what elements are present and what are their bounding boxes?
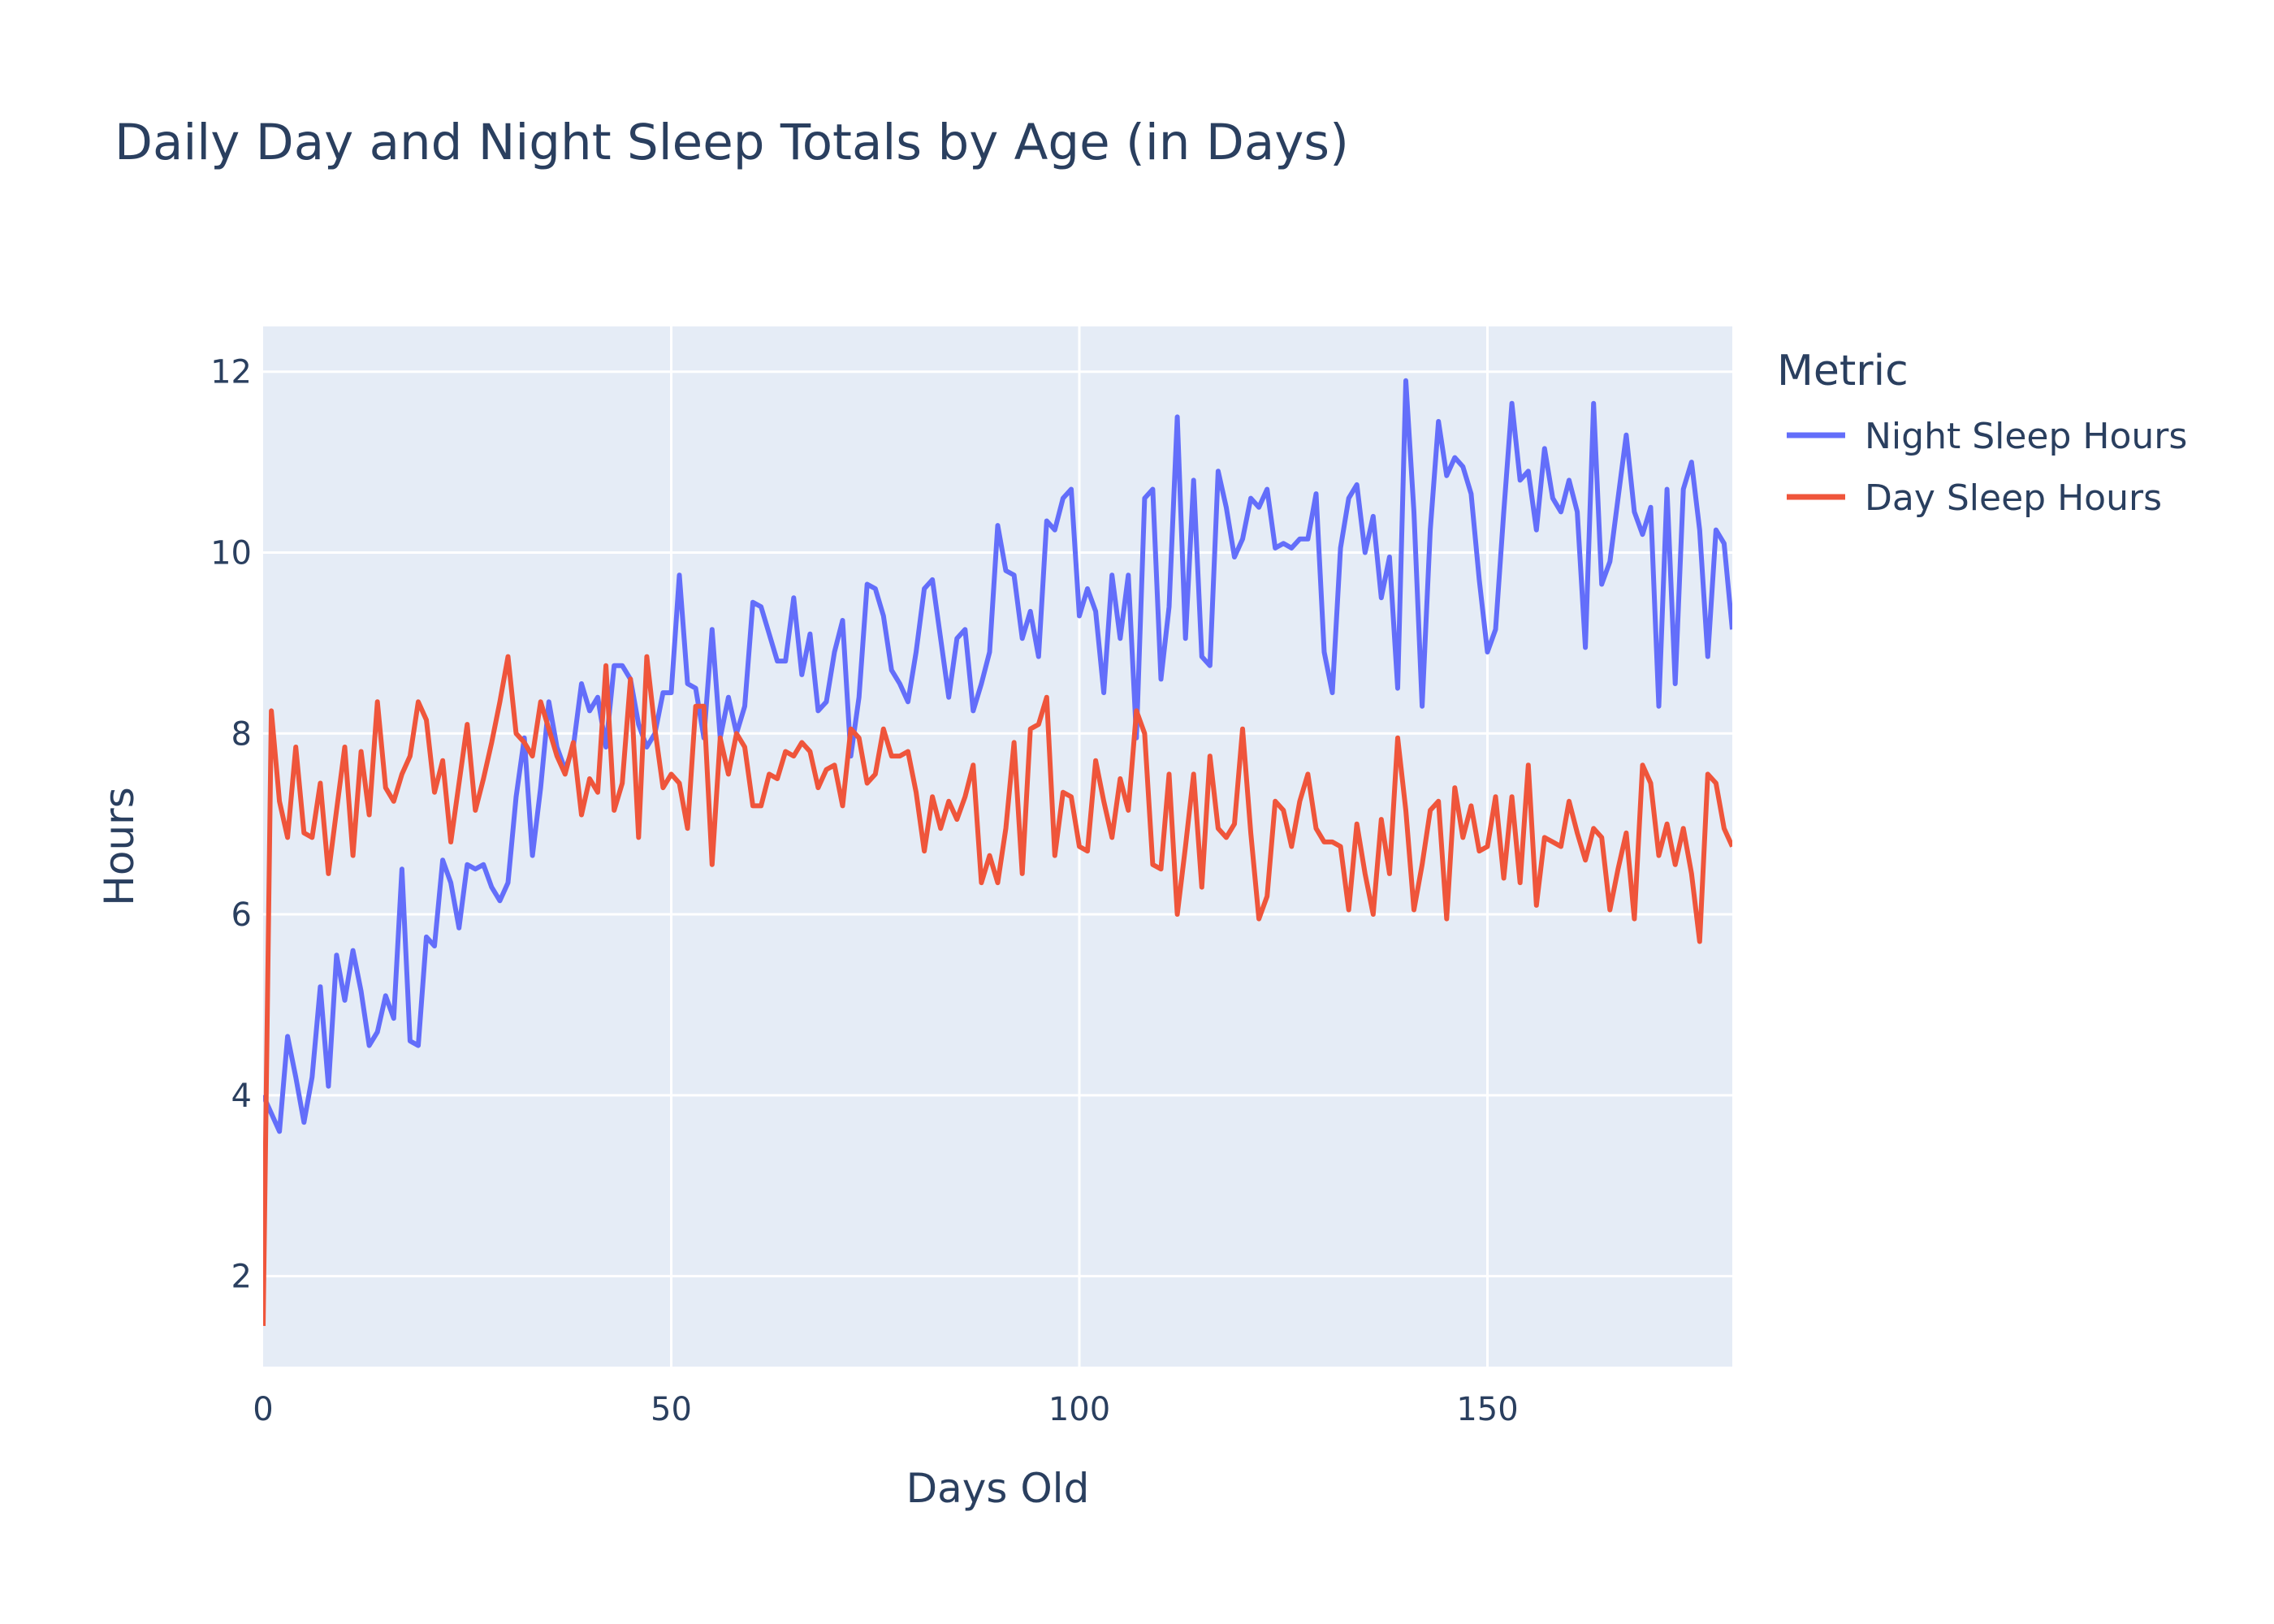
series-line-1	[263, 654, 1732, 1326]
y-axis-ticks: 2 4 6 8 10 12	[210, 354, 252, 1296]
plot-area	[263, 326, 1732, 1367]
y-tick-label: 2	[231, 1259, 252, 1296]
chart-title: Daily Day and Night Sleep Totals by Age …	[115, 114, 1349, 171]
y-tick-label: 4	[231, 1078, 252, 1115]
x-tick-label: 0	[253, 1391, 273, 1428]
y-tick-label: 10	[210, 534, 252, 572]
x-axis-title: Days Old	[906, 1465, 1090, 1512]
x-tick-label: 150	[1456, 1391, 1518, 1428]
series-line-0	[263, 378, 1732, 1134]
x-tick-label: 50	[651, 1391, 692, 1428]
legend-label-1: Day Sleep Hours	[1865, 477, 2162, 519]
series-layer	[263, 378, 1732, 1326]
legend-title: Metric	[1777, 347, 1909, 395]
y-tick-label: 8	[231, 715, 252, 753]
x-tick-label: 100	[1048, 1391, 1110, 1428]
y-axis-title: Hours	[96, 787, 143, 905]
legend: Metric Night Sleep Hours Day Sleep Hours	[1777, 347, 2187, 519]
y-tick-label: 12	[210, 354, 252, 391]
legend-label-0: Night Sleep Hours	[1865, 416, 2187, 457]
x-axis-ticks: 0 50 100 150	[253, 1391, 1518, 1428]
y-tick-label: 6	[231, 896, 252, 934]
